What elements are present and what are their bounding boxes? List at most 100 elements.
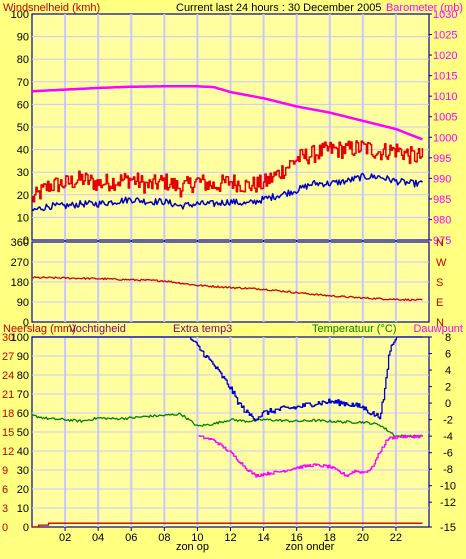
wind-speed-tick-label: 60 [17,99,29,111]
barometer-tick-label: 975 [433,235,451,247]
temperature-tick-label: -15 [440,522,456,534]
wind-direction-series-line [31,276,423,302]
humidity-tick-label: 100 [11,332,29,344]
humidity-temperature-axes: 1003090278024702160185015401230920610300… [2,332,456,553]
humidity-axis-label: Vochtigheid [69,323,126,335]
x-tick-label: 10 [191,532,203,544]
dewpoint-axis-label: Dauwpunt [413,323,463,335]
wind-direction-tick-label: 270 [11,257,29,269]
barometer-tick-label: 1000 [433,132,457,144]
humidity-temperature-grid [32,337,429,527]
barometer-tick-label: 1010 [433,91,457,103]
barometer-tick-label: 980 [433,214,451,226]
x-tick-label: 16 [291,532,303,544]
wind-direction-tick-label: 0 [23,317,29,329]
humidity-tick-label: 30 [17,465,29,477]
barometer-tick-label: 1020 [433,50,457,62]
temperature-tick-label: -8 [443,464,453,476]
rain-tick-label: 21 [2,389,14,401]
x-tick-label: 12 [224,532,236,544]
rain-axis-label: Neerslag (mm) [3,323,76,335]
wind-direction-series [31,276,423,302]
wind-speed-tick-label: 70 [17,77,29,89]
humidity-tick-label: 50 [17,427,29,439]
humidity-temperature-series [31,336,424,528]
humidity-tick-label: 0 [23,522,29,534]
wind-speed-tick-label: 20 [17,190,29,202]
wind-speed-tick-label: 10 [17,212,29,224]
wind-speed-tick-label: 0 [23,235,29,247]
wind-speed-tick-label: 40 [17,145,29,157]
temperature-tick-label: -4 [443,431,453,443]
temperature-tick-label: -6 [443,448,453,460]
wind-series-line [31,172,423,212]
humidity-series-line [32,336,423,422]
compass-tick-label: E [436,297,443,309]
humidity-tick-label: 10 [17,503,29,515]
pressure-series-line [31,85,423,141]
rain-tick-label: 6 [2,484,8,496]
wind-direction-axes: 360 N 270 W 180 S 90 E 0 N [11,237,447,329]
wind-speed-tick-label: 80 [17,54,29,66]
barometer-tick-label: 1025 [433,30,457,42]
humidity-tick-label: 60 [17,408,29,420]
barometer-tick-label: 995 [433,153,451,165]
rain-tick-label: 0 [2,522,8,534]
humidity-tick-label: 80 [17,370,29,382]
wind-speed-tick-label: 90 [17,32,29,44]
barometer-tick-label: 1015 [433,71,457,83]
wind-direction-tick-label: 360 [11,237,29,249]
barometer-tick-label: 1030 [433,9,457,21]
wind-pressure-series [31,85,424,212]
temperature-tick-label: 8 [445,332,451,344]
x-tick-label: 18 [324,532,336,544]
barometer-tick-label: 990 [433,173,451,185]
wind-direction-tick-label: 180 [11,277,29,289]
rain-tick-label: 9 [2,465,8,477]
compass-tick-label: W [436,257,447,269]
compass-tick-label: S [436,277,443,289]
chart-title: Current last 24 hours : 30 December 2005 [176,2,381,14]
temperature-tick-label: 4 [445,365,451,377]
compass-tick-label: N [436,317,444,329]
rain-tick-label: 12 [2,446,14,458]
temperature-tick-label: -10 [440,481,456,493]
extra-temp-label: Extra temp3 [173,323,232,335]
rain-tick-label: 24 [2,370,14,382]
temperature-tick-label: -2 [443,415,453,427]
x-tick-label: 20 [357,532,369,544]
wind-speed-tick-label: 30 [17,167,29,179]
temperature-tick-label: 2 [445,382,451,394]
x-tick-label: 06 [125,532,137,544]
barometer-tick-label: 1005 [433,112,457,124]
humidity-tick-label: 40 [17,446,29,458]
rain-tick-label: 18 [2,408,14,420]
temperature-series-line [31,412,423,439]
x-tick-label: 14 [257,532,269,544]
temperature-axis-label: Temperatuur (°C) [312,323,396,335]
barometer-axis-label: Barometer (mb) [386,2,463,14]
rain-tick-label: 15 [2,427,14,439]
x-tick-label: 22 [390,532,402,544]
dewpoint-series-line [198,434,424,478]
temperature-tick-label: 6 [445,349,451,361]
barometer-tick-label: 985 [433,194,451,206]
temperature-tick-label: 0 [445,398,451,410]
gust-series-line [32,140,424,203]
wind-direction-grid [32,242,429,322]
x-tick-label: 08 [158,532,170,544]
rain-tick-label: 3 [2,503,8,515]
x-tick-label: 04 [92,532,104,544]
x-tick-label: 02 [59,532,71,544]
wind-direction-tick-label: 90 [17,297,29,309]
humidity-tick-label: 70 [17,389,29,401]
humidity-tick-label: 90 [17,351,29,363]
rain-tick-label: 30 [2,332,14,344]
rain-tick-label: 27 [2,351,14,363]
sunrise-label: zon op [176,541,209,553]
rain-series-line [32,522,423,528]
sunset-label: zon onder [285,541,334,553]
wind-speed-tick-label: 100 [11,9,29,21]
humidity-tick-label: 20 [17,484,29,496]
